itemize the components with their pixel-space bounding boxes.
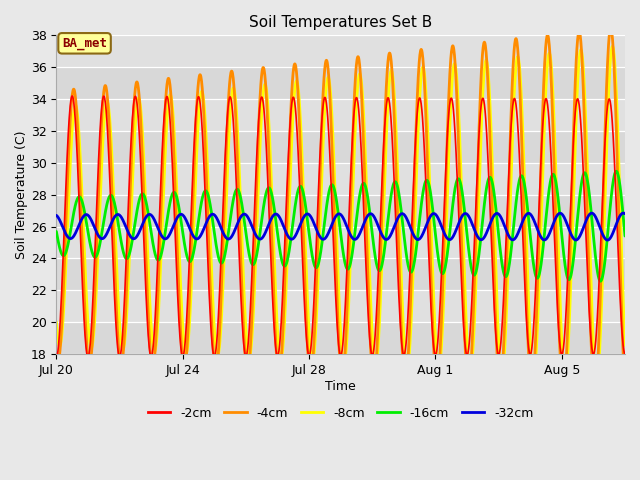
Bar xyxy=(56,258,625,290)
Bar xyxy=(56,67,625,99)
Bar xyxy=(56,131,625,163)
Legend: -2cm, -4cm, -8cm, -16cm, -32cm: -2cm, -4cm, -8cm, -16cm, -32cm xyxy=(143,402,539,425)
Bar xyxy=(56,322,625,354)
X-axis label: Time: Time xyxy=(325,380,356,393)
Title: Soil Temperatures Set B: Soil Temperatures Set B xyxy=(249,15,432,30)
Y-axis label: Soil Temperature (C): Soil Temperature (C) xyxy=(15,131,28,259)
Bar xyxy=(56,195,625,227)
Text: BA_met: BA_met xyxy=(62,37,107,50)
